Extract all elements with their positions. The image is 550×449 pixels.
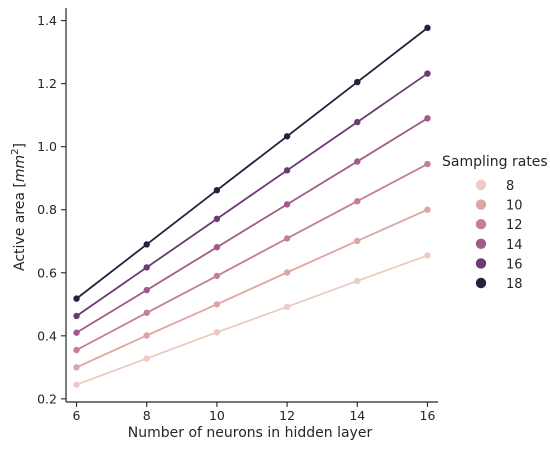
series-10 (73, 206, 431, 371)
series-8 (73, 252, 431, 388)
legend-swatch (475, 179, 487, 191)
series-line (76, 208, 428, 369)
y-axis-title-prefix: Active area [ (12, 182, 28, 271)
data-point (73, 381, 80, 388)
data-point (143, 264, 150, 271)
series-layer (73, 24, 431, 388)
y-axis-title-exponent: 2 (10, 148, 21, 154)
legend-swatch (475, 277, 487, 289)
data-point (213, 301, 221, 308)
legend-swatch (475, 199, 487, 210)
legend-items: 8 10 12 14 16 18 (475, 179, 523, 292)
series-12 (73, 160, 431, 354)
data-point (354, 198, 361, 205)
data-point (143, 286, 150, 294)
y-tick-label: 0.8 (37, 202, 57, 217)
legend-item: 12 (475, 218, 523, 233)
data-point (213, 272, 221, 280)
data-point (283, 167, 291, 174)
y-axis-title-unit: mm (12, 155, 28, 182)
data-point (354, 237, 361, 245)
y-tick-label: 0.2 (37, 391, 57, 406)
x-axis-title: Number of neurons in hidden layer (128, 425, 373, 441)
legend-item: 16 (475, 257, 523, 272)
data-point (283, 269, 291, 276)
legend-label: 16 (506, 257, 523, 272)
legend-swatch (475, 238, 487, 249)
legend-title: Sampling rates (442, 154, 548, 170)
legend-label: 12 (506, 218, 523, 233)
data-point (354, 118, 361, 126)
data-point (283, 303, 291, 311)
legend-label: 8 (506, 179, 514, 194)
y-axis-title-suffix: ] (12, 143, 28, 148)
legend: Sampling rates 8 10 12 14 16 18 (442, 154, 548, 292)
data-point (213, 244, 221, 251)
series-14 (73, 115, 431, 336)
legend-item: 10 (475, 199, 523, 214)
data-point (213, 215, 221, 223)
x-tick-label: 12 (279, 408, 295, 423)
data-point (424, 24, 431, 32)
data-point (73, 295, 80, 302)
series-line (76, 72, 428, 317)
y-tick-label: 1.0 (37, 139, 57, 154)
legend-swatch (475, 258, 487, 269)
legend-swatch (475, 219, 487, 230)
y-tick-label: 1.2 (37, 76, 57, 91)
data-point (73, 346, 80, 354)
data-point (213, 329, 221, 336)
legend-label: 14 (506, 238, 523, 253)
data-point (424, 206, 431, 213)
data-point (354, 78, 361, 86)
data-point (424, 252, 431, 259)
legend-item: 18 (475, 277, 523, 292)
data-point (354, 277, 361, 285)
series-16 (73, 70, 431, 320)
y-axis-title: Active area [mm2] (10, 143, 28, 271)
y-tick-label: 0.6 (37, 265, 57, 280)
data-point (143, 309, 150, 316)
data-point (73, 364, 80, 371)
data-point (424, 70, 431, 77)
x-tick-label: 6 (73, 408, 81, 423)
legend-label: 10 (506, 199, 523, 214)
data-point (424, 115, 431, 122)
y-tick-label: 1.4 (37, 13, 57, 28)
x-tick-label: 16 (420, 408, 436, 423)
data-point (354, 158, 361, 165)
series-line (76, 254, 428, 386)
data-point (143, 332, 150, 339)
y-tick-label: 0.4 (37, 328, 57, 343)
x-tick-label: 8 (143, 408, 151, 423)
data-point (143, 355, 150, 362)
data-point (143, 241, 150, 248)
x-tick-label: 10 (209, 408, 225, 423)
series-line (76, 163, 428, 351)
legend-item: 14 (475, 238, 523, 253)
data-point (283, 201, 291, 208)
series-18 (73, 24, 431, 302)
series-line (76, 117, 428, 334)
data-point (283, 133, 291, 140)
axes: 6 8 10 12 14 16 0.2 0.4 0.6 0.8 1.0 1.2 1.4 (37, 8, 438, 423)
data-point (73, 312, 80, 320)
data-point (424, 160, 431, 168)
data-point (213, 186, 221, 194)
data-point (283, 235, 291, 242)
x-tick-label: 14 (349, 408, 365, 423)
legend-item: 8 (475, 179, 514, 194)
legend-label: 18 (506, 277, 523, 292)
series-line (75, 27, 429, 300)
data-point (73, 329, 80, 336)
